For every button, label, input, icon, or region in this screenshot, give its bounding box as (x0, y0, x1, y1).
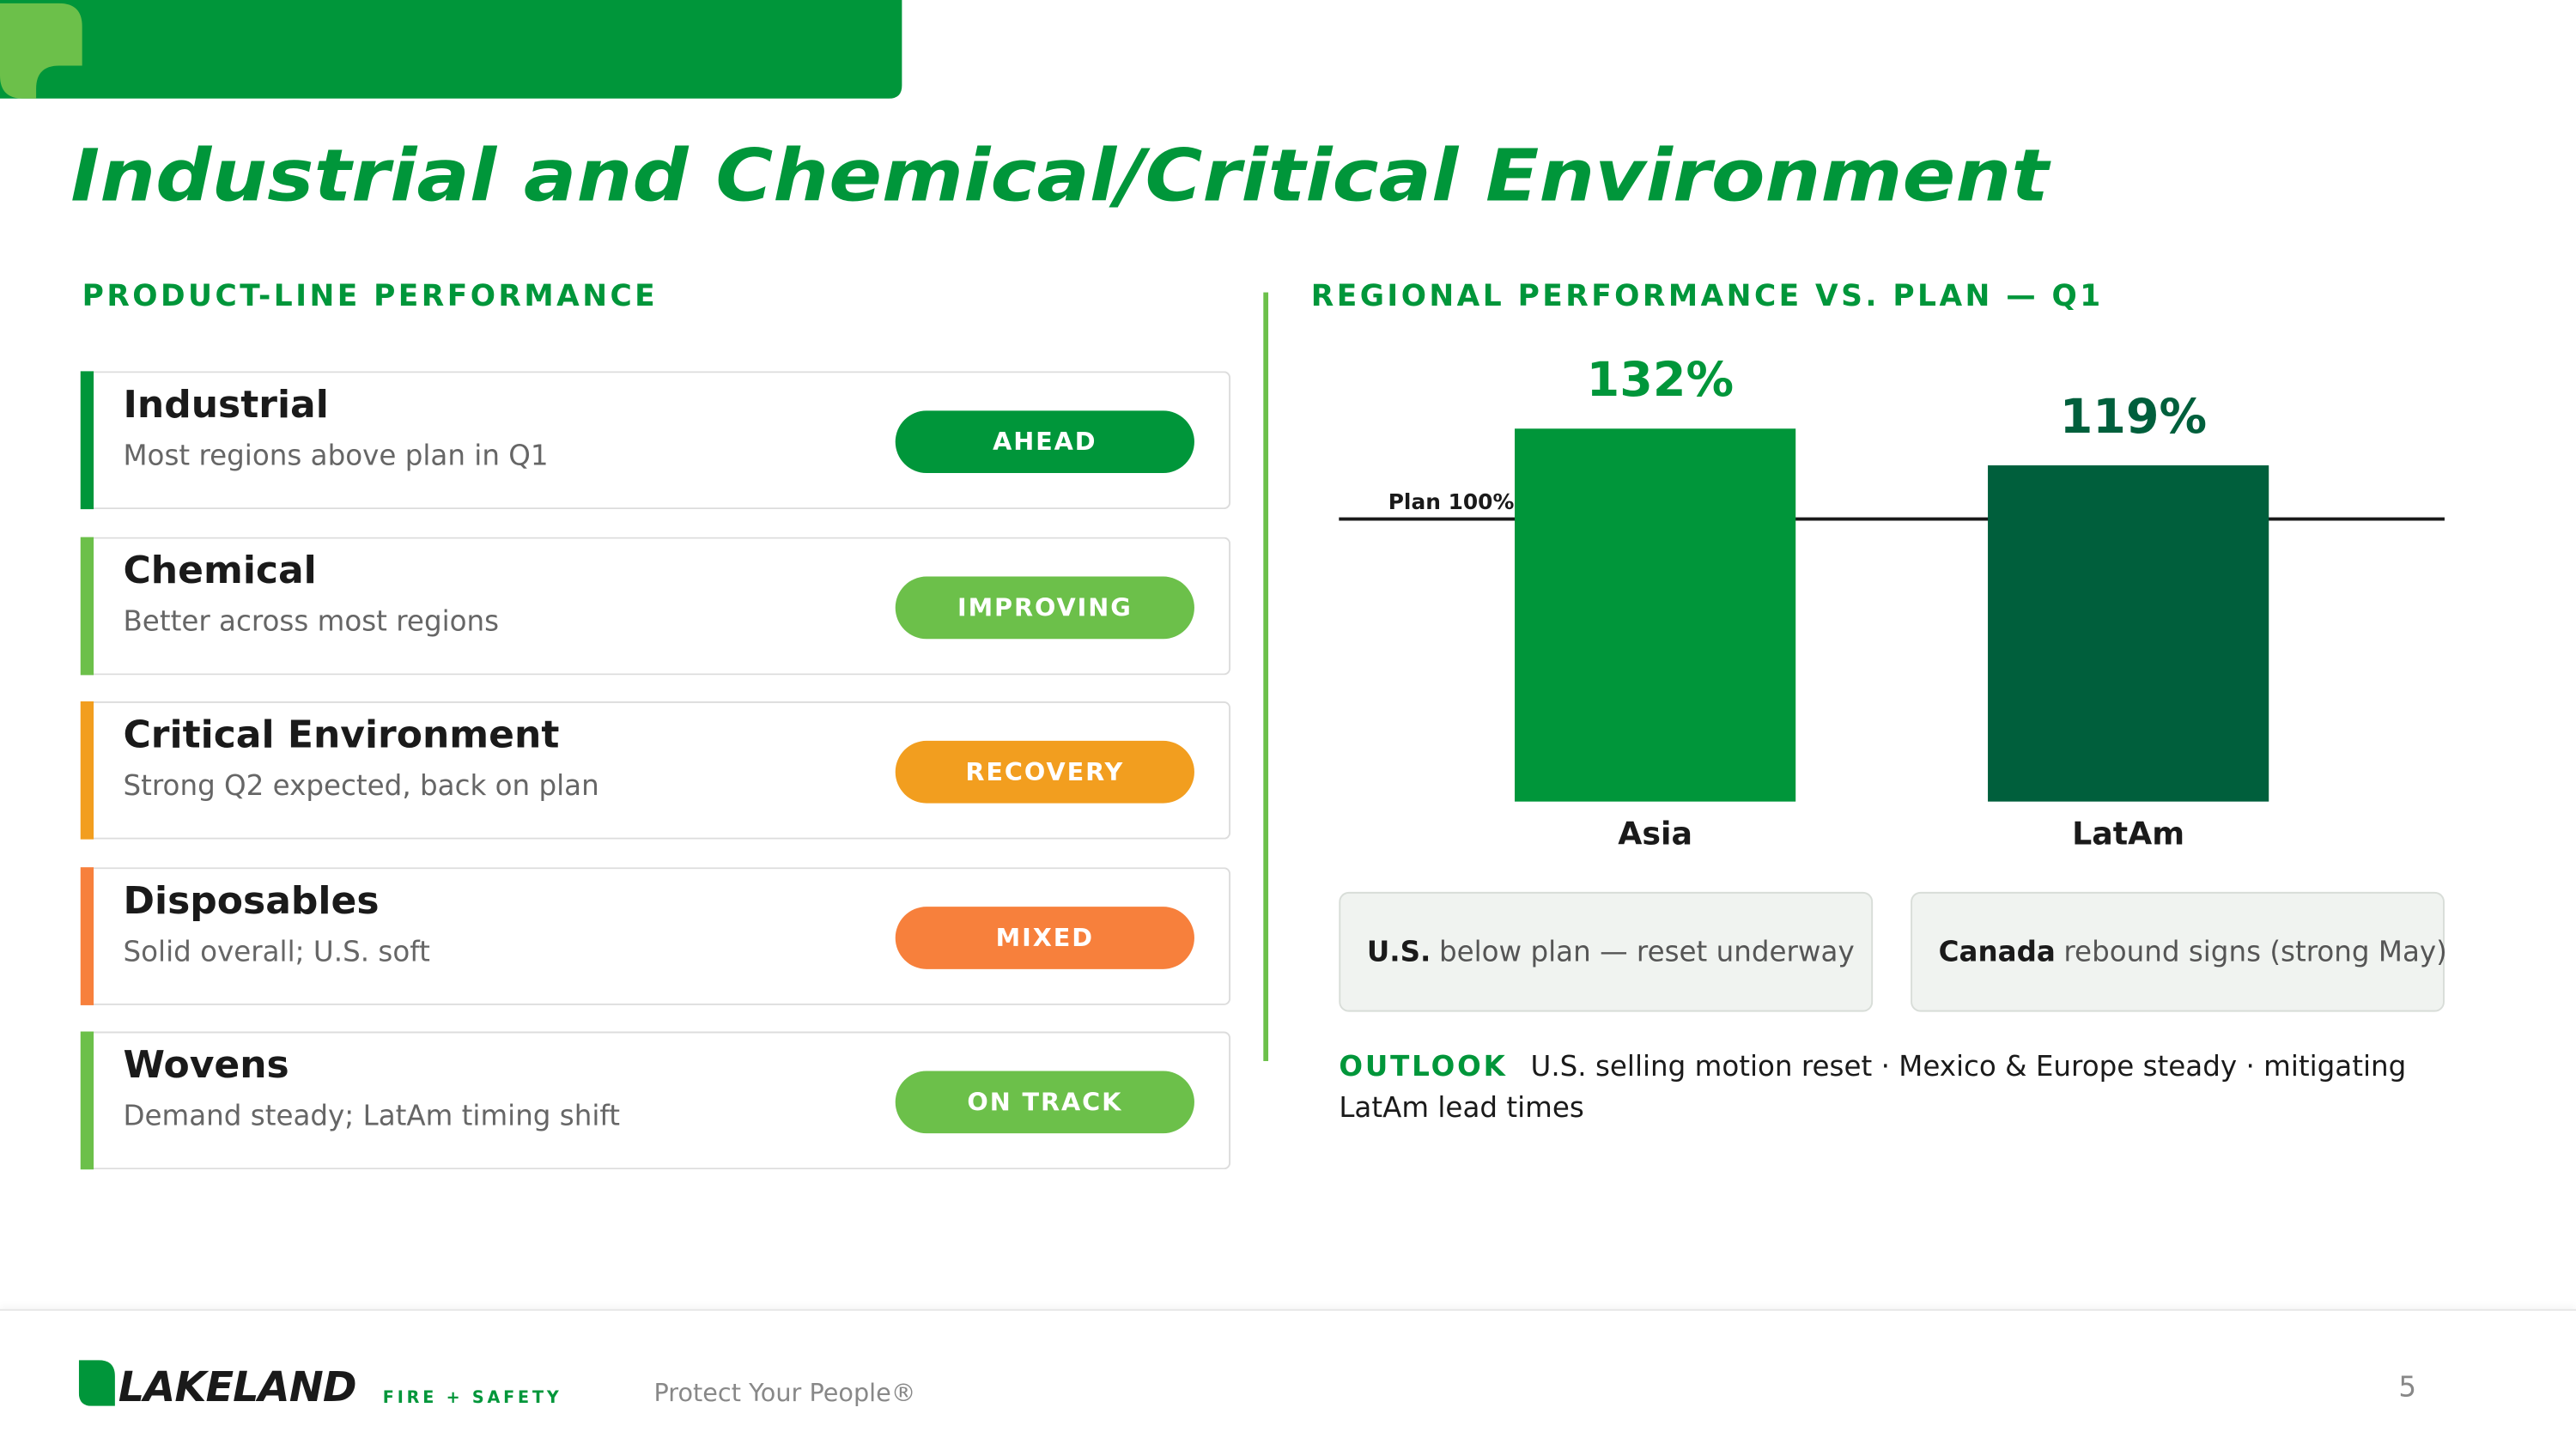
product-description: Solid overall; U.S. soft (123, 935, 430, 968)
note-text: below plan — reset underway (1438, 935, 1855, 968)
product-description: Demand steady; LatAm timing shift (123, 1100, 621, 1134)
note-card: U.S. below plan — reset underway (1339, 891, 1874, 1012)
note-label: U.S. (1366, 935, 1431, 968)
bar-chart: Plan 100% 132% Asia 119% LatAm (1339, 353, 2445, 852)
page-title: Industrial and Chemical/Critical Environ… (70, 133, 2051, 217)
product-card: Industrial Most regions above plan in Q1 A… (80, 371, 1231, 510)
footer-logo-mark (78, 1360, 115, 1406)
card-accent (80, 536, 94, 675)
status-pill: ON TRACK (895, 1071, 1194, 1134)
card-accent (80, 1031, 94, 1170)
header-band (0, 0, 902, 99)
product-description: Strong Q2 expected, back on plan (123, 770, 599, 804)
product-card: Critical Environment Strong Q2 expected, … (80, 701, 1231, 840)
product-name: Wovens (123, 1044, 289, 1088)
status-pill: MIXED (895, 906, 1194, 968)
outlook-label: OUTLOOK (1339, 1051, 1508, 1084)
outlook: OUTLOOK U.S. selling motion reset · Mexic… (1339, 1048, 2456, 1131)
footer: LAKELAND FIRE + SAFETY Protect Your Peop… (0, 1308, 2576, 1450)
category-label: Asia (1618, 815, 1692, 852)
note-card: Canada rebound signs (strong May) (1911, 891, 2447, 1012)
page-number: 5 (2398, 1371, 2417, 1404)
chart-title: REGIONAL PERFORMANCE VS. PLAN — Q1 (1310, 279, 2104, 314)
note-text: rebound signs (strong May) (2063, 935, 2447, 968)
reference-label: Plan 100% (1388, 489, 1515, 514)
product-description: Better across most regions (123, 605, 500, 639)
card-accent (80, 371, 94, 510)
divider (1263, 292, 1269, 1061)
product-description: Most regions above plan in Q1 (123, 440, 549, 474)
product-card: Chemical Better across most regions IMPROV… (80, 536, 1231, 675)
card-accent (80, 866, 94, 1004)
product-card: Wovens Demand steady; LatAm timing shift O… (80, 1031, 1231, 1170)
value-label: 119% (2060, 390, 2207, 445)
product-name: Disposables (123, 879, 380, 923)
product-name: Industrial (123, 384, 329, 428)
footer-tagline: Protect Your People® (653, 1378, 916, 1408)
section-heading: PRODUCT-LINE PERFORMANCE (82, 279, 659, 314)
bar (1515, 428, 1796, 802)
product-name: Critical Environment (123, 714, 560, 758)
outlook-text: U.S. selling motion reset · Mexico & Eur… (1339, 1051, 2407, 1125)
card-accent (80, 701, 94, 840)
status-pill: RECOVERY (895, 740, 1194, 804)
footer-logo-sub: FIRE + SAFETY (382, 1389, 562, 1408)
header: Industrial and Chemical/Critical Environ… (0, 0, 2051, 217)
category-label: LatAm (2072, 815, 2184, 852)
header-logo-mark (0, 3, 82, 99)
product-card: Disposables Solid overall; U.S. soft MIXED (80, 866, 1231, 1004)
status-pill: IMPROVING (895, 575, 1194, 639)
note-label: Canada (1938, 935, 2056, 968)
footer-logo: LAKELAND (118, 1363, 357, 1411)
value-label: 132% (1587, 353, 1734, 408)
status-pill: AHEAD (895, 410, 1194, 474)
product-name: Chemical (123, 549, 317, 592)
bar (1988, 465, 2269, 802)
